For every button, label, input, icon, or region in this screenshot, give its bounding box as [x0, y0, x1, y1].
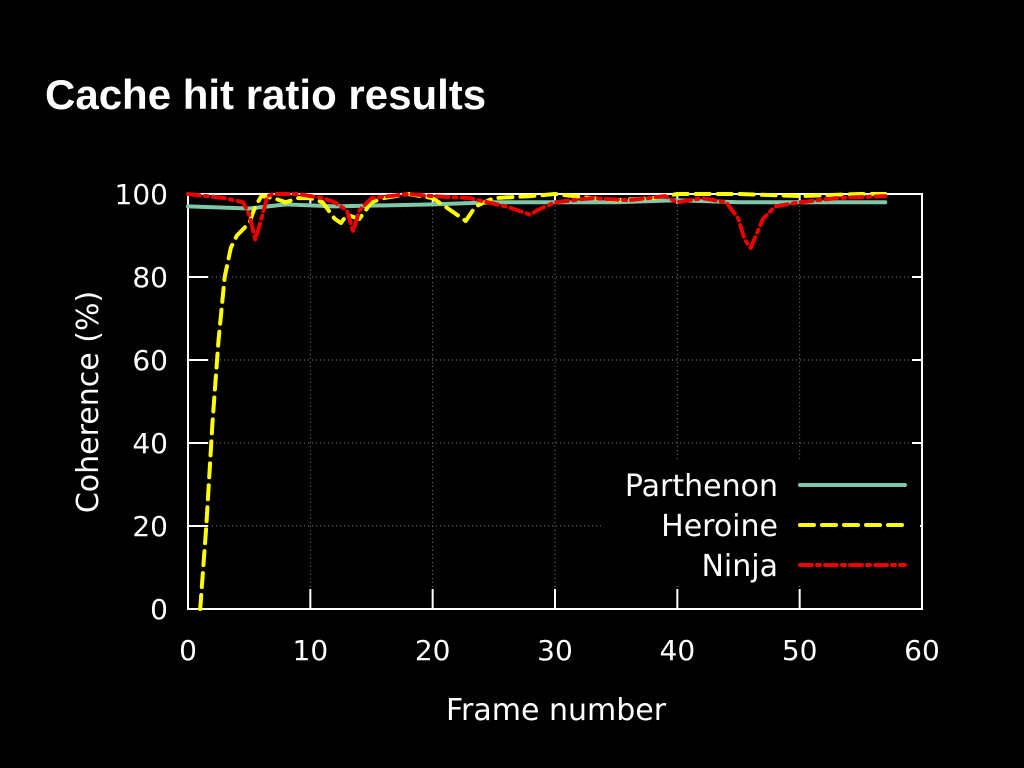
x-tick-label: 10 — [293, 634, 329, 667]
series-line-parthenon — [186, 198, 888, 211]
y-tick-label: 80 — [132, 261, 168, 294]
x-tick-label: 60 — [904, 634, 940, 667]
series-lines — [186, 192, 888, 611]
x-tick-label: 50 — [782, 634, 818, 667]
x-axis-label: Frame number — [446, 693, 667, 728]
y-tick-label: 0 — [150, 593, 168, 626]
y-tick-label: 40 — [132, 427, 168, 460]
series-line-ninja — [186, 192, 888, 250]
y-tick-label: 20 — [132, 510, 168, 543]
y-axis-label: Coherence (%) — [71, 291, 106, 513]
x-tick-label: 40 — [660, 634, 696, 667]
x-tick-labels: 0 10 20 30 40 50 60 — [179, 634, 940, 667]
x-tick-label: 20 — [415, 634, 451, 667]
y-tick-label: 60 — [132, 344, 168, 377]
x-tick-label: 30 — [537, 634, 573, 667]
y-tick-label: 100 — [115, 178, 168, 211]
legend-label-parthenon: Parthenon — [625, 469, 778, 504]
legend-label-ninja: Ninja — [701, 549, 778, 584]
legend: Parthenon Heroine Ninja — [602, 460, 920, 584]
x-tick-label: 0 — [179, 634, 197, 667]
legend-label-heroine: Heroine — [661, 509, 778, 544]
slide-title: Cache hit ratio results — [45, 71, 487, 118]
y-tick-labels: 0 20 40 60 80 100 — [115, 178, 168, 626]
